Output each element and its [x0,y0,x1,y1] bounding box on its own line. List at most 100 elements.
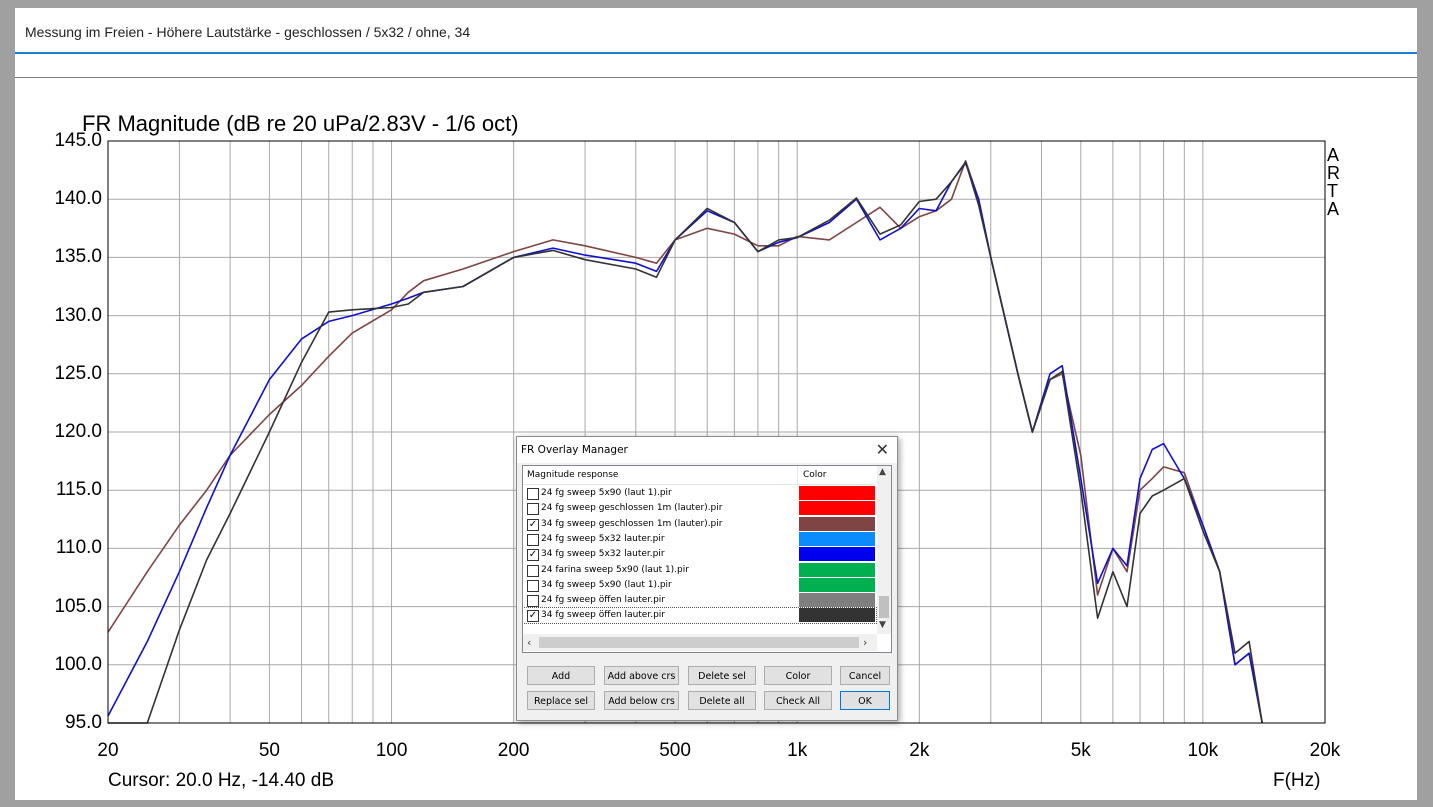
check-all-button[interactable]: Check All [764,691,832,710]
close-icon[interactable]: ✕ [875,440,889,459]
y-tick-label: 130.0 [54,304,102,326]
y-tick-label: 140.0 [54,188,102,210]
color-button[interactable]: Color [764,666,832,685]
overlay-label: 34 fg sweep geschlossen 1m (lauter).pir [541,518,723,529]
dialog-titlebar[interactable]: FR Overlay Manager ✕ [517,437,897,463]
list-item[interactable]: ✓ 34 fg sweep 5x32 lauter.pir [523,547,876,562]
chart-title: FR Magnitude (dB re 20 uPa/2.83V - 1/6 o… [82,111,519,136]
delete-selected-button[interactable]: Delete sel [688,666,756,685]
chevron-left-icon[interactable]: ‹ [527,636,532,649]
overlay-label: 24 fg sweep 5x90 (laut 1).pir [541,488,672,498]
x-tick-label: 20 [97,740,119,761]
vertical-scrollbar[interactable]: ▲ ▼ [877,466,891,634]
scroll-thumb[interactable] [879,596,889,618]
list-item[interactable]: ✓ 34 fg sweep geschlossen 1m (lauter).pir [523,516,876,532]
color-swatch[interactable] [799,608,875,623]
y-tick-label: 95.0 [65,712,102,733]
chevron-down-icon[interactable]: ▼ [879,620,886,630]
y-tick-label: 120.0 [54,421,102,442]
overlay-label: 24 fg sweep öffen lauter.pir [541,595,665,606]
delete-all-button[interactable]: Delete all [688,691,756,710]
horizontal-scrollbar[interactable]: ‹ › [523,634,877,651]
list-item[interactable]: 24 fg sweep geschlossen 1m (lauter).pir [523,501,876,516]
x-tick-label: 500 [659,740,691,761]
arta-letter: A [1327,145,1340,165]
overlay-label: 34 fg sweep 5x32 lauter.pir [541,549,665,560]
column-divider[interactable] [797,466,798,484]
color-swatch[interactable] [799,577,875,592]
x-tick-label: 2k [909,740,930,761]
x-tick-label: 200 [497,740,530,761]
cursor-readout: Cursor: 20.0 Hz, -14.40 dB [108,770,334,791]
overlay-checkbox[interactable] [527,595,539,608]
color-swatch[interactable] [799,486,875,500]
ok-button[interactable]: OK [840,691,890,710]
list-header: Magnitude response Color [523,466,876,485]
overlay-checkbox[interactable] [527,503,539,516]
chevron-up-icon[interactable]: ▲ [879,467,886,477]
list-item[interactable]: 24 fg sweep öffen lauter.pir [523,593,876,608]
color-swatch[interactable] [799,562,875,577]
overlay-list[interactable]: Magnitude response Color 24 fg sweep 5x9… [522,465,892,653]
arta-letter: T [1327,181,1338,201]
overlay-checkbox[interactable] [527,488,539,500]
add-button[interactable]: Add [527,666,595,685]
y-tick-label: 145.0 [54,130,102,151]
chart-grid [108,141,1325,723]
dialog-title: FR Overlay Manager [521,444,628,456]
overlay-checkbox[interactable] [527,579,539,592]
add-above-cursor-button[interactable]: Add above crs [604,666,679,685]
overlay-label: 34 fg sweep öffen lauter.pir [541,610,665,621]
chevron-right-icon[interactable]: › [863,636,868,649]
y-tick-label: 110.0 [55,537,102,559]
y-tick-label: 100.0 [54,653,102,675]
list-item[interactable]: 24 farina sweep 5x90 (laut 1).pir [523,562,876,578]
y-tick-label: 105.0 [54,595,102,617]
overlay-label: 24 fg sweep geschlossen 1m (lauter).pir [541,503,723,514]
list-item[interactable]: 24 fg sweep 5x90 (laut 1).pir [523,486,876,501]
x-tick-label: 20k [1309,740,1341,761]
chart-series [107,160,1263,724]
replace-selected-button[interactable]: Replace sel [527,691,595,710]
series-line-2 [108,161,1263,724]
color-swatch[interactable] [799,501,875,516]
x-tick-label: 50 [258,740,280,761]
color-swatch[interactable] [799,593,875,608]
chart-canvas[interactable] [15,8,1417,800]
arta-letter: R [1327,163,1340,183]
series-line-0 [107,160,1263,724]
overlay-label: 24 farina sweep 5x90 (laut 1).pir [541,564,689,575]
overlay-checkbox[interactable]: ✓ [527,518,539,531]
plot-frame [107,140,1326,724]
x-axis-label: F(Hz) [1273,770,1321,791]
color-swatch[interactable] [799,516,875,531]
page-title: Messung im Freien - Höhere Lautstärke - … [25,24,471,40]
overlay-checkbox[interactable]: ✓ [527,549,539,562]
y-tick-label: 115.0 [55,479,102,501]
overlay-label: 24 fg sweep 5x32 lauter.pir [541,533,665,544]
arta-letter: A [1327,199,1340,219]
list-item[interactable]: 34 fg sweep 5x90 (laut 1).pir [523,577,876,593]
x-tick-label: 1k [787,740,808,761]
list-item[interactable]: ✓ 34 fg sweep öffen lauter.pir [523,607,877,625]
overlay-manager-dialog: FR Overlay Manager ✕ Magnitude response … [516,436,898,721]
overlay-checkbox[interactable] [527,533,539,546]
overlay-checkbox[interactable] [527,564,539,577]
divider [15,77,1417,78]
list-item[interactable]: 24 fg sweep 5x32 lauter.pir [523,531,876,547]
y-tick-label: 135.0 [54,246,102,268]
x-tick-label: 5k [1070,740,1091,761]
add-below-cursor-button[interactable]: Add below crs [604,691,679,710]
color-swatch[interactable] [799,531,875,546]
column-header-color[interactable]: Color [803,470,827,480]
color-swatch[interactable] [799,547,875,562]
overlay-checkbox[interactable]: ✓ [527,610,539,623]
header-bar: Messung im Freien - Höhere Lautstärke - … [15,8,1417,54]
overlay-label: 34 fg sweep 5x90 (laut 1).pir [541,579,672,590]
cancel-button[interactable]: Cancel [840,666,890,685]
y-tick-label: 125.0 [54,362,102,384]
scroll-thumb[interactable] [539,637,859,648]
x-tick-label: 10k [1187,740,1219,761]
column-header-magnitude[interactable]: Magnitude response [527,470,619,480]
x-tick-label: 100 [375,740,408,761]
